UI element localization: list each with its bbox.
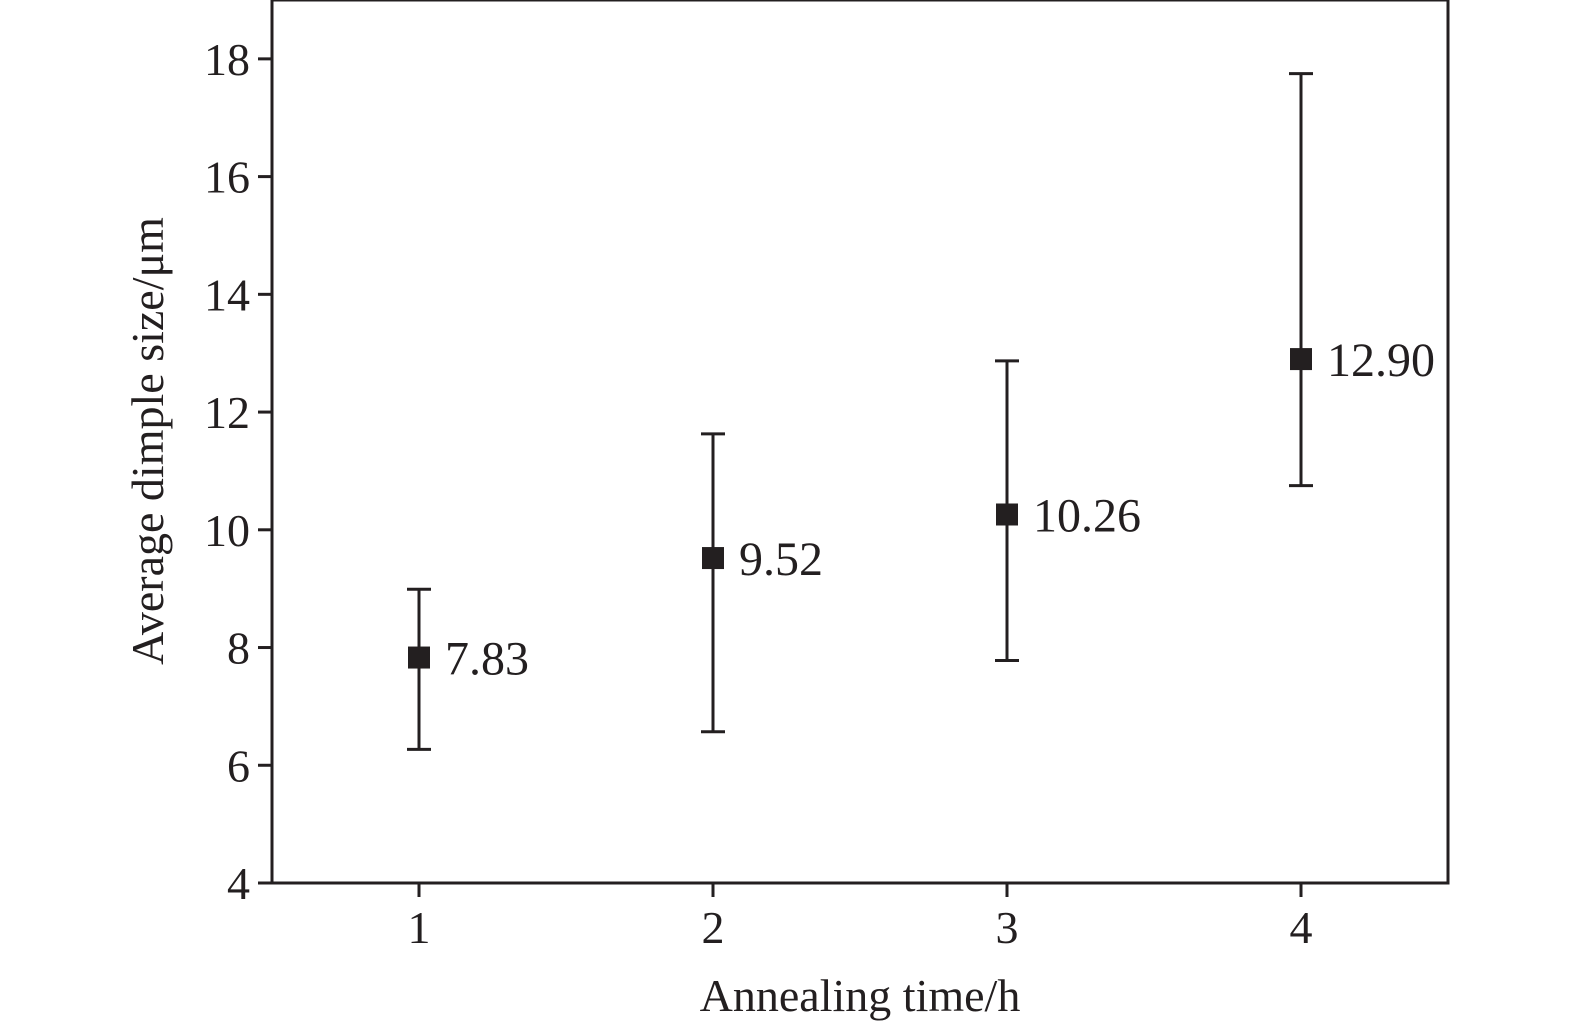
data-label: 12.90 [1327, 334, 1435, 387]
x-tick-label: 3 [996, 902, 1019, 953]
y-tick-label: 8 [227, 623, 250, 674]
data-point-marker [1290, 348, 1312, 371]
y-tick-label: 16 [204, 152, 250, 203]
y-tick-label: 4 [227, 858, 250, 909]
y-tick-label: 6 [227, 740, 250, 791]
data-label: 9.52 [739, 533, 823, 586]
x-tick-label: 2 [702, 902, 725, 953]
x-tick-label: 1 [408, 902, 431, 953]
data-point-marker [408, 646, 430, 669]
x-tick-label: 4 [1290, 902, 1313, 953]
data-points: 7.83 9.52 10.26 12.90 [407, 72, 1435, 751]
y-axis-title: Average dimple size/μm [122, 217, 173, 665]
data-point-group: 12.90 [1289, 72, 1435, 488]
y-tick-label: 12 [204, 387, 250, 438]
data-point-group: 9.52 [701, 432, 823, 734]
data-label: 7.83 [445, 633, 529, 686]
data-point-marker [702, 547, 724, 570]
data-point-marker [996, 503, 1018, 526]
y-tick-label: 14 [204, 269, 250, 320]
x-axis-title: Annealing time/h [700, 970, 1021, 1021]
y-axis: 4 6 8 10 12 14 16 18 [204, 34, 272, 909]
plot-frame [270, 0, 1450, 885]
data-label: 10.26 [1033, 489, 1141, 542]
y-tick-label: 18 [204, 34, 250, 85]
data-point-group: 10.26 [995, 359, 1141, 662]
y-tick-label: 10 [204, 505, 250, 556]
x-axis: 1 2 3 4 [408, 883, 1313, 953]
data-point-group: 7.83 [407, 587, 529, 751]
